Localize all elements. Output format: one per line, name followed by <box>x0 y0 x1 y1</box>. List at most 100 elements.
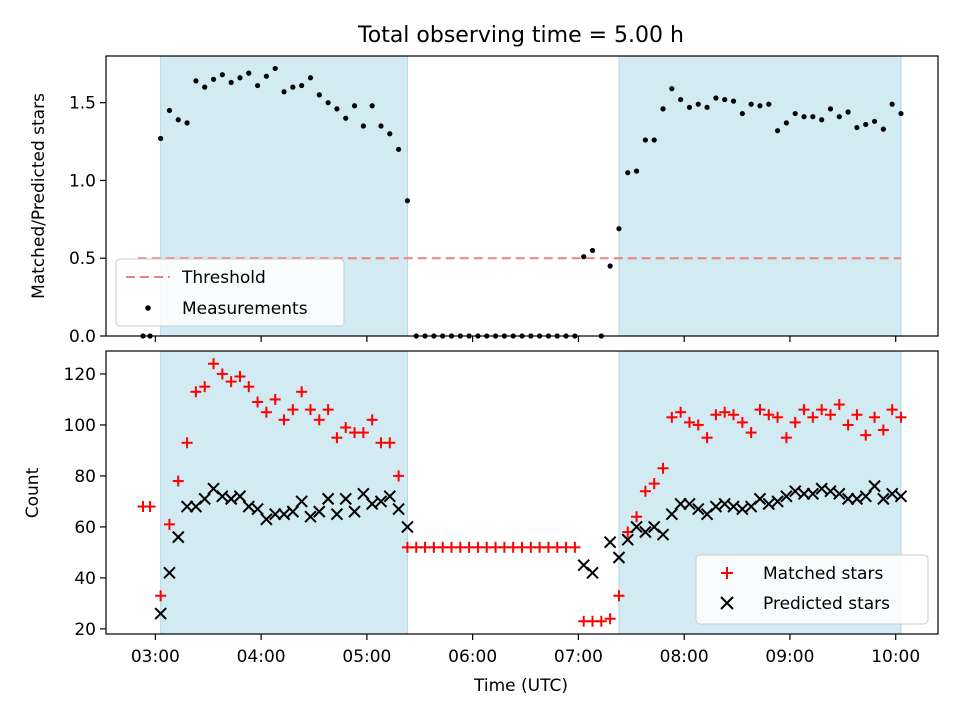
measurement-point <box>184 120 190 126</box>
bottom-y-axis: 20 40 60 80 100 120 <box>64 365 106 640</box>
measurement-point <box>228 79 234 86</box>
measurement-point <box>334 106 340 112</box>
matched-star-point <box>895 411 907 423</box>
matched-star-point <box>728 409 740 421</box>
matched-star-point <box>789 416 801 428</box>
measurement-point <box>863 121 869 128</box>
matched-star-point <box>278 414 290 426</box>
measurement-point <box>316 92 322 98</box>
bottom-x-tick-label: 06:00 <box>448 647 497 667</box>
predicted-star-point <box>656 528 670 541</box>
matched-star-point <box>851 409 863 421</box>
measurement-point <box>686 104 693 110</box>
measurement-point <box>307 75 314 81</box>
top-legend-box <box>115 258 345 327</box>
predicted-star-point <box>180 500 194 513</box>
matched-star-point <box>234 370 246 382</box>
matched-star-point <box>683 416 695 428</box>
matched-star-point <box>736 416 748 428</box>
matched-star-point <box>269 393 281 405</box>
bottom-panel: 20 40 60 80 100 120 03:00 04:00 05:00 06:00 07:00… <box>23 350 939 696</box>
top-panel: 0.0 0.5 1.0 1.5 Matched/Predicted stars Thr… <box>29 55 939 347</box>
shaded-interval <box>160 350 408 635</box>
bottom-y-tick-label: 40 <box>74 569 96 589</box>
matched-star-point <box>357 427 369 439</box>
matched-star-point <box>144 501 156 513</box>
predicted-star-point <box>586 566 599 580</box>
bottom-legend-box <box>695 554 929 625</box>
matched-star-point <box>833 399 845 411</box>
matched-star-point <box>216 368 228 380</box>
matched-star-point <box>824 409 836 421</box>
measurement-point <box>713 95 719 101</box>
matched-star-point <box>260 406 272 418</box>
measurement-point <box>730 98 737 104</box>
legend-measurements-swatch <box>145 305 151 311</box>
measurement-point <box>704 104 710 110</box>
matched-star-point <box>666 411 678 423</box>
predicted-star-point <box>295 495 308 508</box>
measurement-point <box>581 254 587 260</box>
measurement-point <box>325 100 331 106</box>
matched-star-point <box>595 615 607 627</box>
measurement-point <box>827 106 834 112</box>
measurement-point <box>369 103 375 109</box>
predicted-star-point <box>330 507 344 521</box>
measurement-point <box>219 72 225 78</box>
predicted-star-point <box>339 492 352 506</box>
legend-measurements-label: Measurements <box>182 299 308 319</box>
measurement-point <box>678 96 684 103</box>
measurement-point <box>774 128 781 134</box>
matched-star-point <box>807 411 819 423</box>
shaded-interval <box>618 55 902 337</box>
matched-star-point <box>322 404 334 416</box>
measurement-point <box>625 170 631 176</box>
matched-star-point <box>243 381 255 393</box>
measurement-point <box>889 101 895 107</box>
bottom-y-tick-label: 120 <box>64 365 96 385</box>
predicted-star-point <box>709 500 723 513</box>
matched-star-point <box>692 419 704 431</box>
predicted-star-point <box>789 485 802 498</box>
matched-star-point <box>701 432 713 444</box>
bottom-x-axis: 03:00 04:00 05:00 06:00 07:00 08:00 09:00 10:00 <box>131 634 920 667</box>
matched-star-point <box>393 470 405 482</box>
predicted-star-point <box>736 502 749 516</box>
bottom-y-tick-label: 60 <box>74 518 96 538</box>
predicted-star-point <box>639 525 652 539</box>
measurement-point <box>272 65 278 72</box>
measurement-point <box>387 131 393 137</box>
predicted-star-point <box>365 497 379 511</box>
matched-star-point <box>172 475 184 487</box>
measurement-point <box>246 70 252 76</box>
predicted-star-point <box>277 507 291 521</box>
predicted-star-point <box>172 530 185 544</box>
top-y-axis: 0.0 0.5 1.0 1.5 <box>69 94 106 347</box>
measurement-point <box>801 114 807 120</box>
measurement-point <box>836 114 842 120</box>
legend-predicted-swatch <box>720 596 734 610</box>
legend-matched-label: Matched stars <box>763 564 883 584</box>
matched-star-point <box>287 404 299 416</box>
matched-star-point <box>780 432 792 444</box>
matched-stars-series <box>137 358 907 627</box>
matched-star-point <box>304 404 316 416</box>
predicted-star-point <box>850 492 864 506</box>
predicted-star-point <box>401 520 414 534</box>
predicted-star-point <box>392 502 405 516</box>
bottom-x-tick-label: 10:00 <box>871 647 920 667</box>
matched-star-point <box>860 429 872 441</box>
matched-star-point <box>252 396 264 408</box>
bottom-x-tick-label: 03:00 <box>131 647 180 667</box>
predicted-star-point <box>771 495 784 508</box>
predicted-star-point <box>163 566 176 580</box>
x-axis-label: Time (UTC) <box>473 676 568 696</box>
predicted-star-point <box>815 482 828 495</box>
predicted-star-point <box>198 492 211 506</box>
top-y-axis-label: Matched/Predicted stars <box>29 93 49 299</box>
measurement-point <box>792 110 798 117</box>
predicted-star-point <box>260 513 273 526</box>
predicted-star-point <box>242 500 255 513</box>
predicted-star-point <box>833 487 846 500</box>
